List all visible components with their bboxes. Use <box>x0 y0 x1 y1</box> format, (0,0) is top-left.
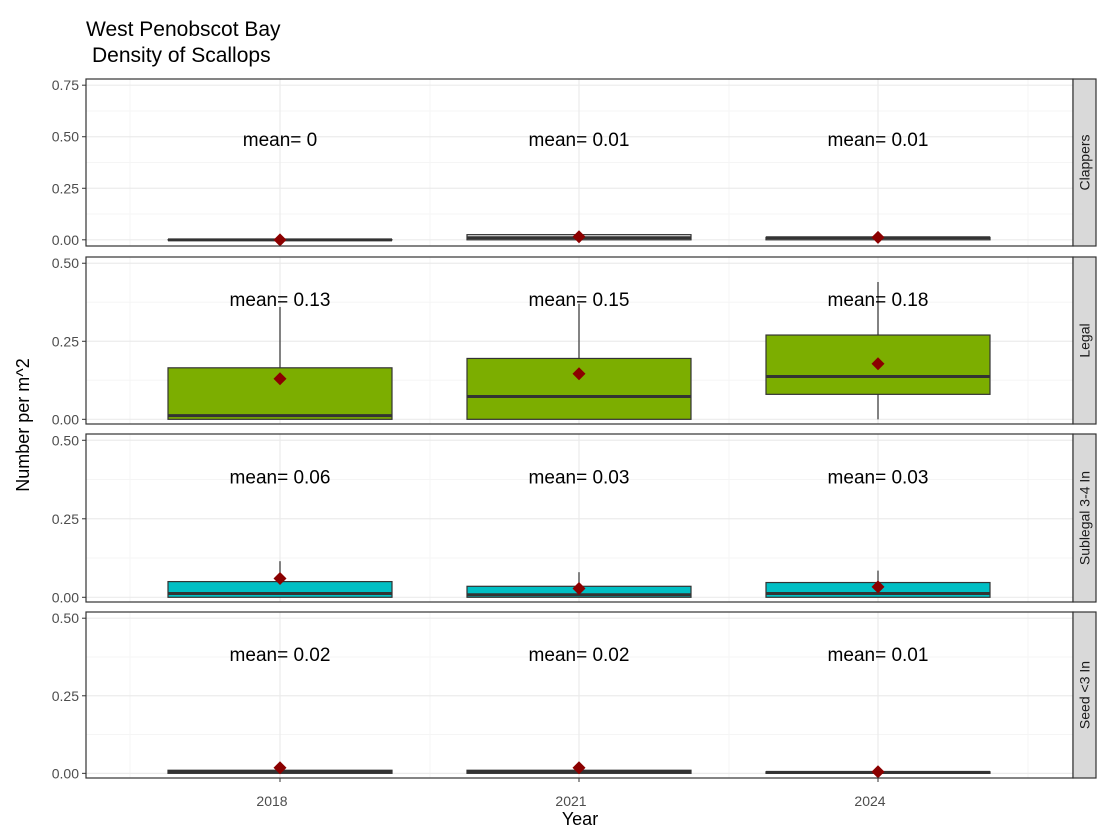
y-tick-label: 0.50 <box>52 255 79 271</box>
facet-label: Legal <box>1077 323 1093 357</box>
mean-annotation: mean= 0.01 <box>828 130 929 151</box>
y-tick-label: 0.00 <box>52 232 79 248</box>
y-tick-label: 0.25 <box>52 688 79 704</box>
x-tick-label: 2021 <box>555 793 586 809</box>
box-2018: mean= 0.13 <box>167 290 393 420</box>
mean-annotation: mean= 0.13 <box>230 290 331 311</box>
facet-1: 0.00 0.25 0.50 mean= 0.13 mean= 0.15 mean= 0.… <box>52 255 1097 427</box>
mean-point <box>572 230 586 244</box>
box-2024: mean= 0.01 <box>765 130 991 244</box>
y-tick-label: 0.50 <box>52 610 79 626</box>
mean-point <box>273 571 287 585</box>
facet-strip <box>1072 78 1097 247</box>
mean-point <box>572 581 586 595</box>
x-tick-label: 2018 <box>256 793 287 809</box>
box-2021: mean= 0.03 <box>466 467 692 598</box>
y-tick-label: 0.25 <box>52 511 79 527</box>
mean-point <box>871 357 885 371</box>
box-2021: mean= 0.02 <box>466 645 692 775</box>
facet-label: Sublegal 3-4 In <box>1077 471 1093 565</box>
box-2018: mean= 0.02 <box>167 645 393 775</box>
box-2018: mean= 0.06 <box>167 467 393 598</box>
y-tick-label: 0.50 <box>52 129 79 145</box>
mean-annotation: mean= 0.18 <box>828 290 929 311</box>
mean-annotation: mean= 0 <box>243 130 317 151</box>
facets: 0.00 0.25 0.50 0.75 mean= 0 mean= 0.01 mean= 0… <box>52 77 1097 781</box>
mean-annotation: mean= 0.03 <box>529 467 630 488</box>
mean-point <box>871 765 885 779</box>
facet-2: 0.00 0.25 0.50 mean= 0.06 mean= 0.03 mean= 0.… <box>52 432 1097 605</box>
box-2021: mean= 0.15 <box>466 290 692 420</box>
facet-label: Seed <3 In <box>1077 661 1093 729</box>
mean-annotation: mean= 0.15 <box>529 290 630 311</box>
box-2024: mean= 0.18 <box>765 281 991 420</box>
facet-label: Clappers <box>1077 134 1093 190</box>
mean-point <box>871 580 885 594</box>
facet-3: 0.00 0.25 0.50 mean= 0.02 mean= 0.02 mean= 0.… <box>52 610 1097 781</box>
mean-point <box>273 372 287 386</box>
chart-title: West Penobscot Bay Density of Scallops <box>86 18 281 67</box>
y-tick-label: 0.25 <box>52 333 79 349</box>
mean-point <box>871 230 885 244</box>
mean-annotation: mean= 0.02 <box>230 645 331 666</box>
mean-annotation: mean= 0.01 <box>828 645 929 666</box>
facet-strip <box>1072 433 1097 603</box>
mean-annotation: mean= 0.03 <box>828 467 929 488</box>
y-tick-label: 0.25 <box>52 180 79 196</box>
chart-title-line-2: Density of Scallops <box>92 44 271 67</box>
facet-strip <box>1072 611 1097 779</box>
y-tick-label: 0.00 <box>52 765 79 781</box>
mean-annotation: mean= 0.01 <box>529 130 630 151</box>
mean-annotation: mean= 0.06 <box>230 467 331 488</box>
box-2024: mean= 0.01 <box>765 645 991 779</box>
x-tick-label: 2024 <box>854 793 885 809</box>
mean-point <box>273 761 287 775</box>
chart-title-line-1: West Penobscot Bay <box>86 18 281 41</box>
mean-point <box>273 233 287 247</box>
box-2024: mean= 0.03 <box>765 467 991 598</box>
facet-strip <box>1072 256 1097 425</box>
y-tick-label: 0.75 <box>52 77 79 93</box>
y-tick-label: 0.00 <box>52 411 79 427</box>
x-axis-label: Year <box>562 809 598 829</box>
mean-point <box>572 367 586 381</box>
mean-annotation: mean= 0.02 <box>529 645 630 666</box>
facet-0: 0.00 0.25 0.50 0.75 mean= 0 mean= 0.01 mean= 0… <box>52 77 1097 248</box>
y-tick-label: 0.50 <box>52 432 79 448</box>
y-axis-label: Number per m^2 <box>13 358 33 492</box>
x-axis: 2018 2021 2024 <box>256 778 886 809</box>
box-2018: mean= 0 <box>167 130 393 247</box>
mean-point <box>572 761 586 775</box>
box-2021: mean= 0.01 <box>466 130 692 244</box>
y-tick-label: 0.00 <box>52 589 79 605</box>
